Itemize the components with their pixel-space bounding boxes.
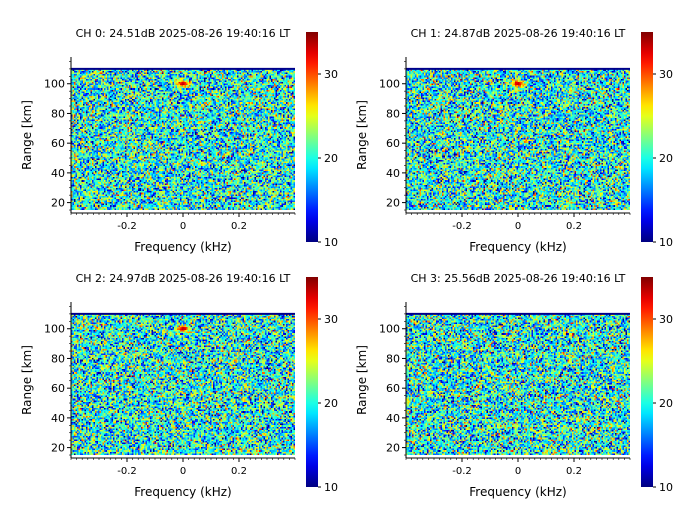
x-tick-label: 0 — [515, 466, 521, 477]
y-tick-label: 60 — [386, 137, 400, 150]
heatmap-cells — [406, 57, 630, 213]
x-tick-label: -0.2 — [452, 221, 472, 232]
y-tick-label: 40 — [51, 412, 65, 425]
x-axis-label: Frequency (kHz) — [134, 485, 231, 499]
colorbar-tick-label: 20 — [659, 152, 673, 165]
y-tick-label: 60 — [51, 137, 65, 150]
colorbar-tick-label: 30 — [324, 313, 338, 326]
x-tick-label: 0 — [515, 221, 521, 232]
y-tick-label: 100 — [379, 78, 400, 91]
colorbar-tick-label: 10 — [324, 236, 338, 249]
colorbar — [306, 277, 318, 487]
x-tick-label: -0.2 — [117, 221, 137, 232]
panel-ch0: CH 0: 24.51dB 2025-08-26 19:40:16 LT -0.2… — [20, 27, 338, 254]
y-tick-label: 100 — [44, 78, 65, 91]
heatmap-cells — [71, 57, 295, 213]
heatmap-cells — [71, 302, 295, 458]
colorbar-tick-label: 30 — [324, 68, 338, 81]
x-axis-label: Frequency (kHz) — [469, 240, 566, 254]
y-tick-label: 20 — [386, 197, 400, 210]
colorbar-tick-label: 30 — [659, 313, 673, 326]
y-tick-label: 20 — [51, 442, 65, 455]
colorbar-tick-label: 10 — [324, 481, 338, 494]
panel-title: CH 0: 24.51dB 2025-08-26 19:40:16 LT — [76, 27, 291, 40]
colorbar-tick-label: 10 — [659, 236, 673, 249]
y-axis-label: Range [km] — [355, 345, 369, 415]
x-tick-label: 0 — [180, 221, 186, 232]
x-tick-label: -0.2 — [117, 466, 137, 477]
x-axis-label: Frequency (kHz) — [469, 485, 566, 499]
heatmap-cells — [406, 302, 630, 458]
y-tick-label: 80 — [386, 352, 400, 365]
y-tick-label: 80 — [386, 107, 400, 120]
panels: CH 0: 24.51dB 2025-08-26 19:40:16 LT -0.2… — [20, 27, 673, 499]
y-tick-label: 40 — [386, 412, 400, 425]
colorbar — [641, 277, 653, 487]
x-tick-label: 0.2 — [566, 466, 582, 477]
y-tick-label: 80 — [51, 107, 65, 120]
panel-ch2: CH 2: 24.97dB 2025-08-26 19:40:16 LT -0.2… — [20, 272, 338, 499]
colorbar — [306, 32, 318, 242]
x-tick-label: 0.2 — [231, 466, 247, 477]
y-axis-label: Range [km] — [355, 100, 369, 170]
colorbar-tick-label: 20 — [324, 397, 338, 410]
colorbar-tick-label: 30 — [659, 68, 673, 81]
x-axis-label: Frequency (kHz) — [134, 240, 231, 254]
y-tick-label: 100 — [379, 323, 400, 336]
y-tick-label: 40 — [386, 167, 400, 180]
x-tick-label: -0.2 — [452, 466, 472, 477]
colorbar-tick-label: 20 — [659, 397, 673, 410]
y-tick-label: 80 — [51, 352, 65, 365]
panel-title: CH 3: 25.56dB 2025-08-26 19:40:16 LT — [411, 272, 626, 285]
y-axis-label: Range [km] — [20, 345, 34, 415]
panel-ch3: CH 3: 25.56dB 2025-08-26 19:40:16 LT -0.2… — [355, 272, 673, 499]
y-tick-label: 20 — [51, 197, 65, 210]
x-tick-label: 0.2 — [231, 221, 247, 232]
y-tick-label: 100 — [44, 323, 65, 336]
y-axis-label: Range [km] — [20, 100, 34, 170]
y-tick-label: 20 — [386, 442, 400, 455]
x-tick-label: 0.2 — [566, 221, 582, 232]
colorbar — [641, 32, 653, 242]
panel-title: CH 2: 24.97dB 2025-08-26 19:40:16 LT — [76, 272, 291, 285]
x-tick-label: 0 — [180, 466, 186, 477]
y-tick-label: 60 — [51, 382, 65, 395]
y-tick-label: 40 — [51, 167, 65, 180]
colorbar-tick-label: 10 — [659, 481, 673, 494]
y-tick-label: 60 — [386, 382, 400, 395]
panel-ch1: CH 1: 24.87dB 2025-08-26 19:40:16 LT -0.2… — [355, 27, 673, 254]
panel-title: CH 1: 24.87dB 2025-08-26 19:40:16 LT — [411, 27, 626, 40]
colorbar-tick-label: 20 — [324, 152, 338, 165]
